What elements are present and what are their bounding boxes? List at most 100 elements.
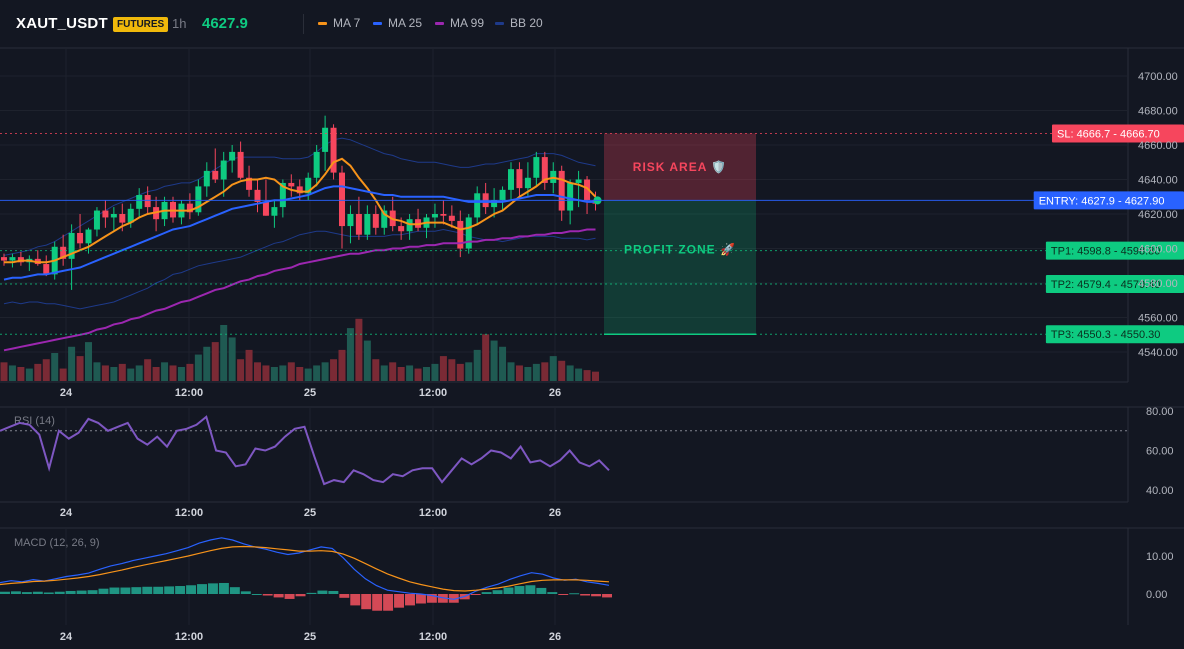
legend-ma25[interactable]: MA 25 — [373, 16, 422, 30]
volume-bar — [25, 368, 33, 381]
macd-histogram-bar — [470, 594, 481, 595]
volume-bar — [68, 346, 76, 381]
candle-body — [110, 214, 117, 218]
candle-body — [330, 127, 337, 173]
macd-histogram-bar — [98, 588, 109, 594]
candle-body — [212, 170, 219, 180]
candle-body — [347, 214, 354, 227]
legend-swatch — [435, 21, 444, 25]
volume-bar — [406, 365, 414, 381]
candle-body — [102, 210, 109, 218]
volume-bar — [456, 363, 464, 381]
volume-bar — [448, 359, 456, 381]
price-tick-label: 4640.00 — [1138, 175, 1178, 187]
macd-histogram-bar — [175, 586, 186, 594]
time-tick-label: 12:00 — [419, 507, 447, 519]
volume-bar — [549, 356, 557, 381]
macd-histogram-bar — [21, 592, 32, 594]
time-tick-label: 25 — [304, 387, 316, 399]
legend-ma7[interactable]: MA 7 — [318, 16, 360, 30]
candle-body — [355, 214, 362, 235]
volume-bar — [34, 363, 42, 381]
candle-body — [339, 172, 345, 227]
macd-histogram-bar — [481, 592, 492, 594]
timeframe-label[interactable]: 1h — [172, 16, 187, 31]
macd-line-signal — [0, 545, 610, 592]
macd-histogram-bar — [284, 594, 295, 599]
macd-histogram-bar — [492, 590, 503, 594]
candle-body — [60, 246, 67, 259]
bb-lower-band — [3, 228, 596, 310]
macd-histogram-bar — [372, 594, 383, 611]
candle-body — [398, 226, 405, 232]
volume-bar — [575, 368, 583, 381]
time-tick-label: 25 — [304, 507, 316, 519]
legend-swatch — [318, 21, 327, 25]
candle-body — [237, 151, 244, 178]
volume-bar — [363, 340, 371, 381]
candle-body — [288, 182, 295, 187]
time-tick-label: 12:00 — [175, 507, 203, 519]
price-tick-label: 4560.00 — [1138, 313, 1178, 325]
level-tag — [1033, 191, 1184, 210]
candle-body — [136, 195, 143, 209]
legend-bb20[interactable]: BB 20 — [495, 16, 543, 30]
legend-label: BB 20 — [510, 16, 543, 30]
price-tick-label: 4540.00 — [1138, 347, 1178, 359]
volume-bar — [194, 354, 202, 381]
volume-bar — [101, 365, 109, 381]
candle-body — [271, 207, 278, 216]
time-tick-label: 26 — [549, 631, 561, 643]
volume-bar — [423, 367, 430, 381]
volume-bar — [566, 365, 574, 381]
macd-histogram-bar — [76, 590, 87, 594]
level-tag — [1045, 275, 1184, 294]
candle-body — [499, 189, 506, 201]
volume-bar — [110, 367, 118, 381]
volume-bar — [262, 365, 270, 381]
level-tag-text: SL: 4666.7 - 4666.70 — [1057, 128, 1160, 140]
macd-histogram-bar — [32, 591, 43, 594]
macd-histogram-bar — [328, 590, 339, 594]
volume-bar — [439, 356, 447, 381]
level-tag-text: TP2: 4579.4 - 4579.40 — [1051, 279, 1160, 291]
last-price: 4627.9 — [202, 15, 248, 32]
price-tick-label: 4660.00 — [1138, 140, 1178, 152]
macd-histogram-bar — [503, 587, 514, 594]
volume-bar — [287, 362, 295, 381]
time-tick-label: 26 — [549, 507, 561, 519]
candle-body — [474, 193, 481, 218]
symbol-name[interactable]: XAUT_USDT — [16, 15, 108, 32]
time-tick-label: 26 — [549, 387, 561, 399]
candle-body — [9, 257, 16, 261]
macd-histogram-bar — [569, 593, 580, 595]
macd-histogram-bar — [131, 587, 142, 594]
volume-bar — [321, 362, 329, 381]
time-tick-label: 12:00 — [419, 387, 447, 399]
macd-histogram-bar — [10, 591, 21, 594]
macd-histogram-bar — [251, 594, 262, 595]
macd-title: MACD (12, 26, 9) — [14, 537, 100, 549]
candle-body — [1, 257, 7, 261]
profit-zone-label: PROFIT ZONE 🚀 — [624, 243, 736, 257]
candle-body — [186, 203, 193, 213]
volume-bar — [220, 325, 228, 381]
macd-histogram-bar — [525, 585, 536, 594]
macd-histogram-bar — [218, 582, 229, 594]
volume-bar — [76, 356, 84, 381]
level-tag — [1045, 325, 1184, 344]
volume-bar — [389, 362, 397, 381]
volume-bar — [372, 359, 380, 381]
candle-body — [541, 157, 548, 183]
ma-line-ma99 — [3, 228, 596, 352]
time-tick-label: 12:00 — [175, 387, 203, 399]
macd-histogram-bar — [186, 585, 197, 594]
time-tick-label: 12:00 — [175, 631, 203, 643]
ma-line-ma25 — [3, 185, 596, 281]
futures-badge: FUTURES — [113, 17, 169, 32]
macd-histogram-bar — [197, 584, 207, 594]
candle-body — [533, 157, 540, 178]
legend-ma99[interactable]: MA 99 — [435, 16, 484, 30]
candle-body — [567, 182, 574, 211]
